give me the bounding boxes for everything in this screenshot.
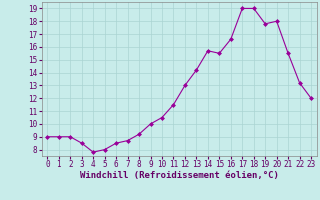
- X-axis label: Windchill (Refroidissement éolien,°C): Windchill (Refroidissement éolien,°C): [80, 171, 279, 180]
